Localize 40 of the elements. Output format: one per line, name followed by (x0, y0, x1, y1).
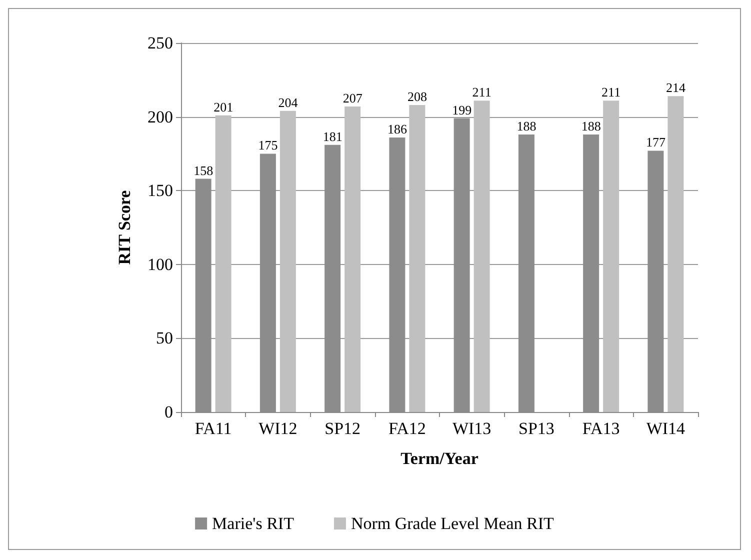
data-label: 208 (407, 88, 427, 104)
data-label: 207 (342, 90, 363, 106)
data-label: 158 (194, 162, 214, 178)
y-axis-title: RIT Score (115, 190, 134, 265)
legend-label: Marie's RIT (212, 514, 295, 533)
data-label: 211 (602, 84, 621, 100)
x-tick-label: FA11 (194, 419, 232, 438)
data-label: 181 (322, 128, 342, 144)
bar (668, 96, 684, 412)
x-tick-label: FA13 (582, 419, 620, 438)
x-tick-label: SP12 (324, 419, 361, 438)
data-label: 177 (646, 134, 666, 150)
data-label: 188 (581, 118, 601, 134)
legend-label: Norm Grade Level Mean RIT (350, 514, 555, 533)
y-tick-label: 150 (148, 181, 173, 200)
y-tick-label: 200 (148, 107, 173, 126)
data-label: 204 (278, 94, 298, 110)
y-tick-label: 100 (148, 254, 173, 274)
bar (280, 110, 296, 412)
x-tick-label: WI13 (452, 419, 492, 438)
x-axis-title: Term/Year (400, 449, 479, 468)
data-label: 201 (214, 99, 234, 114)
data-label: 186 (387, 121, 408, 136)
data-label: 199 (452, 102, 472, 118)
bar (344, 106, 361, 412)
data-label: 188 (516, 118, 536, 134)
bar (474, 100, 490, 412)
y-tick-label: 50 (156, 328, 173, 348)
data-label: 211 (472, 84, 492, 100)
x-tick-label: WI12 (258, 419, 298, 438)
data-label: 175 (258, 138, 278, 153)
y-tick-label: 250 (148, 34, 173, 52)
bar (215, 115, 232, 412)
data-label: 214 (666, 80, 686, 96)
x-tick-label: WI14 (646, 419, 686, 438)
x-tick-label: FA12 (388, 419, 426, 438)
bar (409, 104, 426, 412)
y-tick-label: 0 (164, 402, 173, 422)
x-tick-label: SP13 (518, 419, 554, 438)
bar (603, 100, 620, 412)
